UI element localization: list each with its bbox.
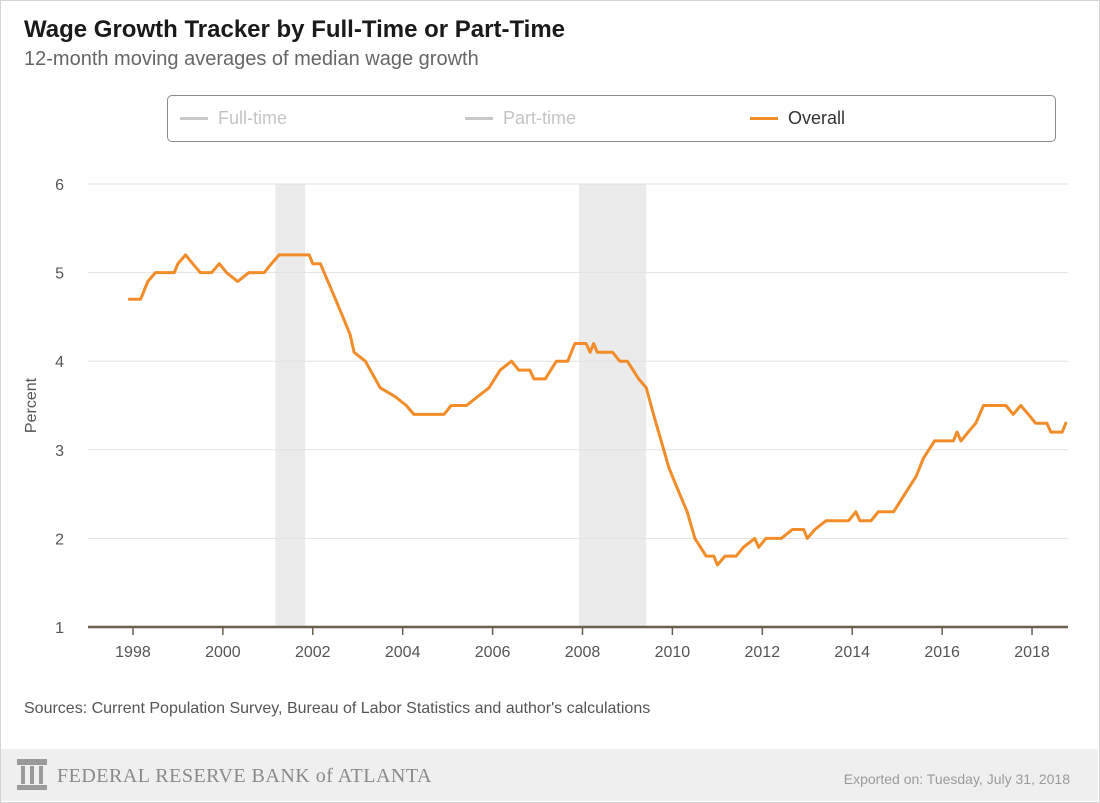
x-tick-label: 2002 xyxy=(295,644,331,661)
legend-label-overall: Overall xyxy=(788,108,846,128)
legend-label-full-time: Full-time xyxy=(218,108,288,128)
x-tick-label: 2016 xyxy=(924,644,960,661)
legend-item-overall[interactable]: Overall xyxy=(750,96,845,141)
x-tick-label: 2004 xyxy=(385,644,421,661)
legend-item-part-time[interactable]: Part-time xyxy=(465,96,576,141)
fed-seal-logo-icon xyxy=(17,759,47,790)
footer-bar: FEDERAL RESERVE BANK of ATLANTA Exported… xyxy=(1,749,1098,801)
legend-label-part-time: Part-time xyxy=(503,108,577,128)
series-line-overall xyxy=(127,253,1068,567)
legend-swatch-full-time xyxy=(180,117,208,120)
y-tick-label: 6 xyxy=(55,177,64,194)
legend-swatch-overall xyxy=(750,117,778,120)
recession-band xyxy=(578,184,647,627)
line-chart: 1 2 3 4 5 6 1998 2000 2002 2004 2006 2008 2010 2012 20… xyxy=(23,177,1068,661)
x-tick-label: 2018 xyxy=(1014,644,1050,661)
chart-subtitle: 12-month moving averages of median wage … xyxy=(24,48,479,70)
legend-swatch-part-time xyxy=(465,117,493,120)
y-tick-label: 4 xyxy=(55,354,64,371)
chart-title: Wage Growth Tracker by Full-Time or Part… xyxy=(24,16,566,43)
y-tick-label: 3 xyxy=(55,443,64,460)
x-tick-label: 1998 xyxy=(115,644,151,661)
sources-note: Sources: Current Population Survey, Bure… xyxy=(24,700,651,717)
legend: Full-time Part-time Overall xyxy=(167,95,1056,142)
x-tick-label: 2006 xyxy=(475,644,511,661)
y-tick-label: 2 xyxy=(55,531,64,548)
recession-band xyxy=(275,184,306,627)
x-tick-label: 2000 xyxy=(205,644,241,661)
legend-item-full-time[interactable]: Full-time xyxy=(180,96,287,141)
y-tick-label: 5 xyxy=(55,266,64,283)
x-tick-label: 2010 xyxy=(655,644,691,661)
y-axis-label: Percent xyxy=(23,377,40,433)
export-date: Exported on: Tuesday, July 31, 2018 xyxy=(843,771,1070,787)
x-tick-label: 2012 xyxy=(745,644,781,661)
y-tick-label: 1 xyxy=(55,620,64,637)
x-tick-label: 2008 xyxy=(565,644,601,661)
footer-org-name: FEDERAL RESERVE BANK of ATLANTA xyxy=(57,765,432,787)
x-tick-label: 2014 xyxy=(834,644,870,661)
